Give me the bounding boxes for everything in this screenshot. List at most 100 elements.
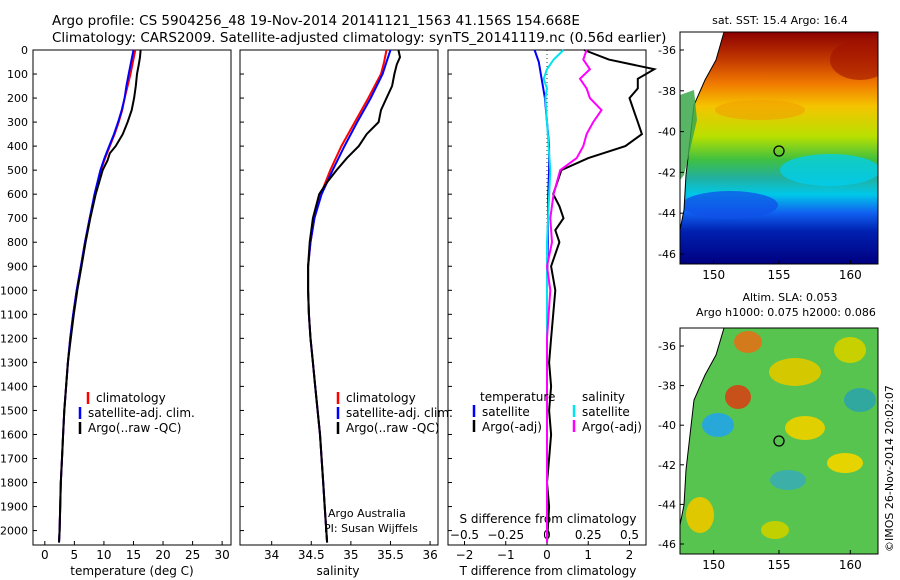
series-line-temperature-argo-adj- — [545, 49, 658, 543]
salinity-panel: 34 34.5 35 35.5 36 salinity climatology sate… — [239, 49, 453, 578]
temperature-tick-label: 20 — [155, 548, 170, 562]
t-diff-tick-label: −1 — [497, 548, 515, 562]
sla-map-title1: Altim. SLA: 0.053 — [742, 291, 837, 304]
depth-tick-label: 1300 — [0, 356, 28, 369]
s-diff-tick-label: 0.5 — [620, 528, 639, 542]
series-line-climatology — [58, 49, 137, 543]
salinity-tick-label: 34 — [264, 548, 279, 562]
t-diff-tick-label: 2 — [626, 548, 634, 562]
legend-climatology-label: climatology — [346, 391, 416, 405]
legend-climatology-label: climatology — [96, 391, 166, 405]
salinity-plot-frame — [239, 49, 439, 546]
lat-tick-label: -38 — [658, 380, 676, 393]
depth-tick-label: 400 — [7, 140, 28, 153]
depth-tick-label: 700 — [7, 212, 28, 225]
depth-tick-label: 1800 — [0, 477, 28, 490]
series-line-salinity-satellite — [542, 49, 565, 543]
depth-tick-label: 500 — [7, 164, 28, 177]
lat-tick-label: -46 — [658, 538, 676, 551]
depth-axis: 0 100 200 300 400 500 600 700 800 900 1000 1100 1200… — [0, 44, 452, 538]
lon-tick-label: 155 — [768, 268, 791, 282]
depth-tick-label: 200 — [7, 92, 28, 105]
depth-tick-label: 0 — [21, 44, 28, 57]
header-line1: Argo profile: CS 5904256_48 19-Nov-2014 … — [52, 13, 580, 29]
depth-tick-label: 600 — [7, 188, 28, 201]
temperature-panel: 0 100 200 300 400 500 600 700 800 900 1000 1100 1200… — [0, 44, 452, 578]
depth-tick-label: 1400 — [0, 380, 28, 393]
salinity-axis-label: salinity — [316, 564, 359, 578]
series-line-climatology — [307, 49, 388, 543]
temperature-profile-lines — [58, 49, 142, 543]
lat-tick-label: -36 — [658, 340, 676, 353]
temperature-tick-label: 30 — [214, 548, 229, 562]
float-position-marker — [773, 145, 785, 157]
sst-map-image — [680, 32, 878, 264]
salinity-tick-label: 35.5 — [377, 548, 404, 562]
t-diff-tick-label: 0 — [543, 548, 551, 562]
salinity-tick-label: 34.5 — [298, 548, 325, 562]
temperature-tick-label: 15 — [126, 548, 141, 562]
legend-salinity-title: salinity — [582, 390, 625, 404]
t-diff-tick-label: 1 — [584, 548, 592, 562]
temperature-legend: climatology satellite-adj. clim. Argo(..… — [78, 391, 195, 435]
series-line-satellite-adj-clim- — [58, 49, 135, 543]
lat-tick-label: -44 — [658, 498, 676, 511]
lon-tick-label: 160 — [839, 558, 862, 572]
legend-temp-argo-label: Argo(-adj) — [482, 420, 542, 434]
lat-tick-label: -42 — [658, 166, 676, 179]
lat-tick-label: -46 — [658, 248, 676, 261]
depth-tick-label: 300 — [7, 116, 28, 129]
difference-x-axis: −2 −1 0 1 2−0.5 −0.25 0 0.25 0.5 — [450, 50, 639, 562]
sla-lat-axis: -36 -38 -40 -42 -44 -46 — [658, 340, 684, 551]
lat-tick-label: -40 — [658, 126, 676, 139]
annotation-pi: PI: Susan Wijffels — [324, 522, 418, 535]
lon-tick-label: 160 — [839, 268, 862, 282]
depth-tick-label: 1900 — [0, 501, 28, 514]
sst-lon-axis: 150 155 160 — [702, 260, 862, 282]
imos-credit: ©IMOS 26-Nov-2014 20:02:07 — [883, 385, 896, 552]
depth-tick-label: 1700 — [0, 452, 28, 465]
lat-tick-label: -36 — [658, 44, 676, 57]
difference-panel: −2 −1 0 1 2−0.5 −0.25 0 0.25 0.5 S difference fr… — [447, 49, 658, 578]
temperature-tick-label: 25 — [185, 548, 200, 562]
float-position-marker — [773, 435, 785, 447]
lon-tick-label: 150 — [702, 268, 725, 282]
lat-tick-label: -38 — [658, 85, 676, 98]
temperature-tick-label: 5 — [71, 548, 79, 562]
series-line-argo-raw-qc- — [307, 49, 402, 543]
depth-tick-label: 2000 — [0, 525, 28, 538]
depth-tick-label: 1600 — [0, 428, 28, 441]
salinity-x-axis: 34 34.5 35 35.5 36 — [264, 541, 438, 562]
depth-tick-label: 1100 — [0, 308, 28, 321]
legend-sal-argo-label: Argo(-adj) — [582, 420, 642, 434]
salinity-profile-lines — [307, 49, 402, 543]
depth-tick-label: 900 — [7, 260, 28, 273]
sst-lat-axis: -36 -38 -40 -42 -44 -46 — [658, 44, 684, 261]
depth-tick-label: 800 — [7, 236, 28, 249]
sla-map-title2: Argo h1000: 0.075 h2000: 0.086 — [696, 306, 876, 319]
header-line2: Climatology: CARS2009. Satellite-adjuste… — [52, 30, 666, 46]
series-line-argo-raw-qc- — [58, 49, 142, 543]
depth-tick-label: 1200 — [0, 332, 28, 345]
salinity-tick-label: 36 — [422, 548, 437, 562]
difference-profile-lines — [533, 49, 658, 543]
legend-temperature-title: temperature — [480, 390, 555, 404]
series-line-salinity-argo-adj- — [545, 49, 603, 543]
s-diff-tick-label: −0.5 — [450, 528, 479, 542]
lat-tick-label: -44 — [658, 207, 676, 220]
temperature-axis-label: temperature (deg C) — [70, 564, 193, 578]
salinity-legend: climatology satellite-adj. clim. Argo(..… — [336, 391, 453, 435]
depth-tick-label: 1000 — [0, 284, 28, 297]
legend-sal-satellite-label: satellite — [582, 405, 630, 419]
temperature-tick-label: 10 — [96, 548, 111, 562]
depth-tick-label: 100 — [7, 68, 28, 81]
sla-map-image — [680, 328, 878, 554]
salinity-tick-label: 35 — [343, 548, 358, 562]
t-difference-label: T difference from climatology — [459, 564, 637, 578]
lat-tick-label: -40 — [658, 419, 676, 432]
legend-argo-label: Argo(..raw -QC) — [346, 421, 439, 435]
sst-map-panel: sat. SST: 15.4 Argo: 16.4 -36 -38 -40 -42 -4… — [658, 14, 879, 282]
s-diff-tick-label: 0.25 — [575, 528, 602, 542]
legend-temp-satellite-label: satellite — [482, 405, 530, 419]
